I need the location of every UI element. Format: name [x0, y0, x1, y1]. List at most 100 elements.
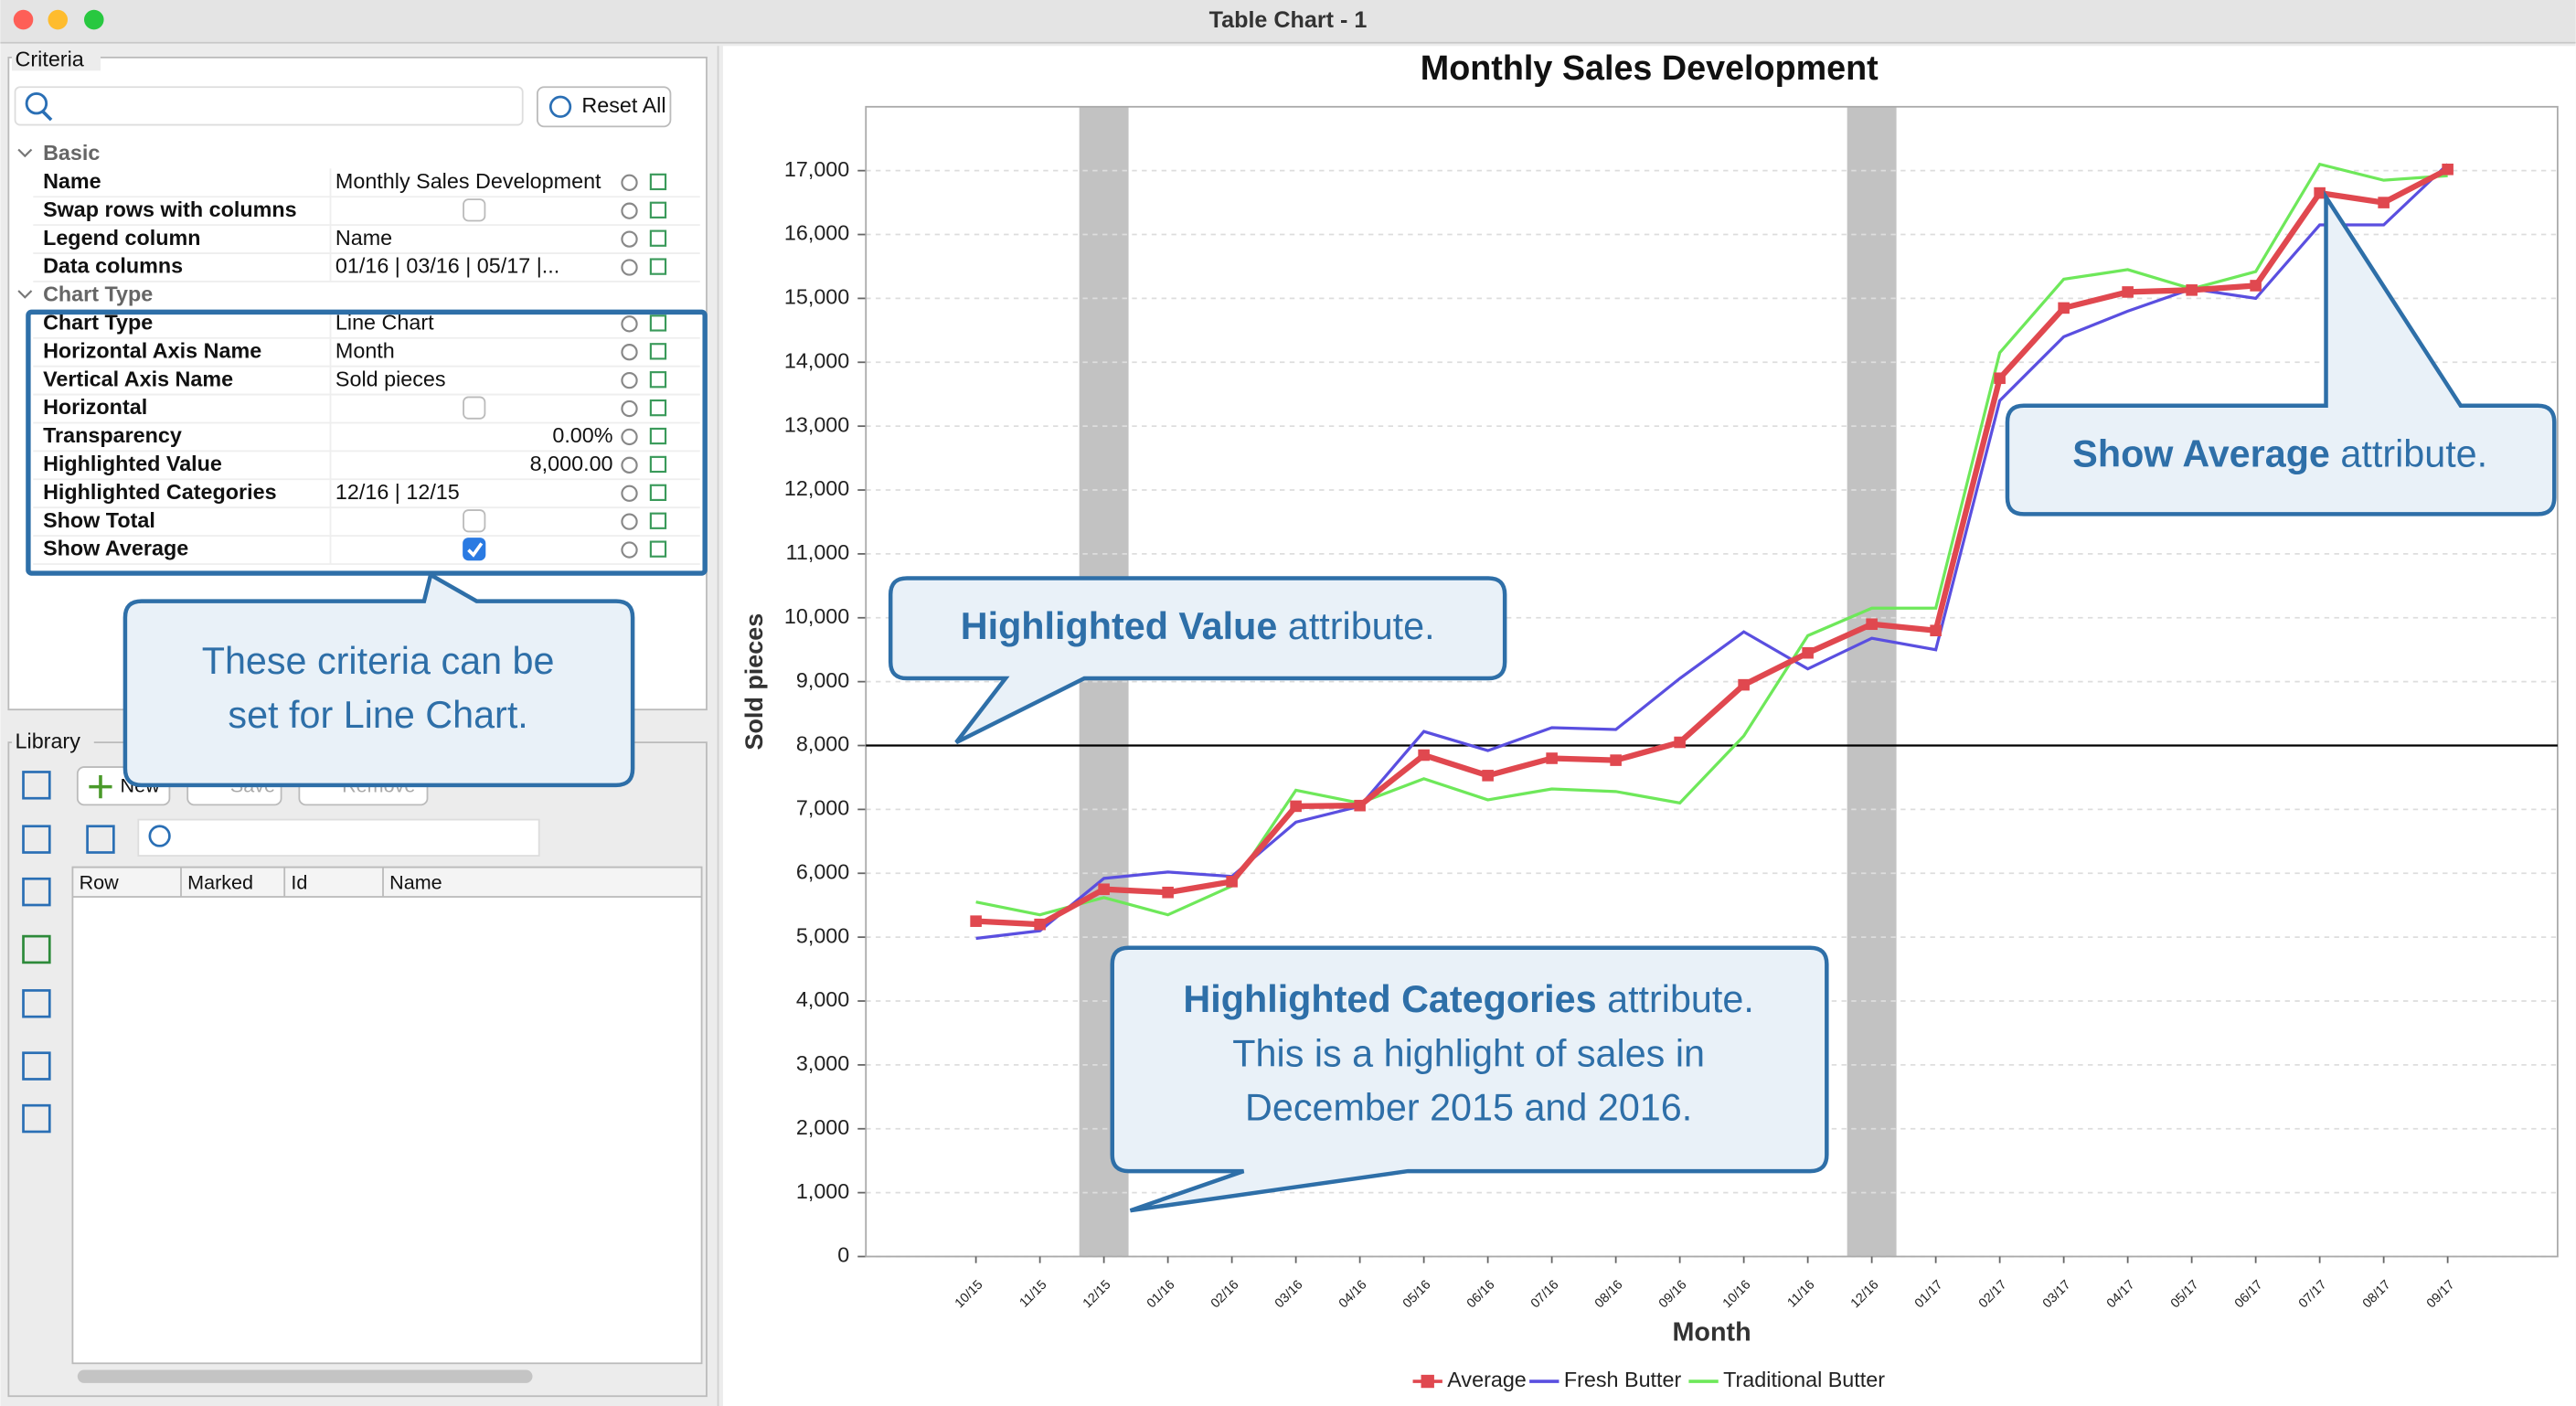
edit-icon[interactable] — [649, 314, 667, 332]
edit-icon[interactable] — [649, 173, 667, 191]
callout-text: This is a highlight of sales in — [1232, 1032, 1705, 1074]
group-chevron — [17, 148, 33, 158]
edit-icon[interactable] — [649, 399, 667, 417]
property-value: 8,000.00 — [530, 452, 613, 475]
callout-span: This is a highlight of sales in — [1232, 1032, 1705, 1074]
y-tick-label: 13,000 — [784, 412, 849, 436]
callout-text: set for Line Chart. — [228, 694, 527, 736]
checkbox[interactable] — [463, 198, 486, 222]
checkbox[interactable] — [463, 396, 486, 420]
property-name: Transparency — [43, 423, 182, 447]
average-marker — [1034, 918, 1046, 931]
checkbox[interactable] — [463, 538, 486, 561]
legend-marker — [1421, 1374, 1434, 1389]
close-button[interactable] — [13, 9, 34, 30]
reset-icon[interactable] — [621, 371, 638, 389]
property-name: Highlighted Value — [43, 452, 222, 475]
property-value: 12/16 | 12/15 — [335, 480, 460, 504]
property-name: Show Total — [43, 508, 155, 532]
property-name: Horizontal Axis Name — [43, 338, 261, 362]
criteria-search[interactable] — [14, 86, 524, 126]
average-marker — [2058, 302, 2070, 314]
y-tick-label: 6,000 — [796, 859, 849, 883]
reset-icon[interactable] — [621, 428, 638, 446]
reset-icon[interactable] — [621, 541, 638, 559]
minimize-button[interactable] — [48, 9, 69, 30]
edit-icon[interactable] — [649, 201, 667, 218]
search-icon — [25, 91, 48, 115]
callout-text: Highlighted Value attribute. — [961, 605, 1435, 647]
reset-icon[interactable] — [621, 456, 638, 474]
y-tick-label: 17,000 — [784, 157, 849, 181]
property-value: Name — [335, 226, 392, 250]
callout-span: attribute. — [1597, 978, 1754, 1020]
callout-span: December 2015 and 2016. — [1245, 1087, 1692, 1129]
scrollbar[interactable] — [77, 1369, 533, 1383]
reset-icon[interactable] — [621, 259, 638, 276]
y-tick-label: 0 — [837, 1243, 849, 1267]
reset-all-button[interactable] — [536, 86, 672, 128]
y-tick-label: 1,000 — [796, 1179, 849, 1203]
tool-icon[interactable] — [22, 934, 51, 964]
legend-label: Traditional Butter — [1723, 1368, 1885, 1391]
search-icon — [41, 110, 53, 122]
reset-icon[interactable] — [621, 202, 638, 219]
label-bg — [11, 48, 101, 71]
average-marker — [1866, 618, 1878, 631]
average-marker — [1930, 624, 1942, 637]
edit-icon[interactable] — [649, 540, 667, 558]
tool-icon[interactable] — [22, 825, 51, 854]
tool-icon[interactable] — [22, 1103, 51, 1134]
reset-icon[interactable] — [621, 513, 638, 530]
average-marker — [2250, 280, 2262, 292]
edit-icon[interactable] — [649, 427, 667, 445]
table-header — [71, 866, 703, 898]
reset-icon[interactable] — [621, 485, 638, 502]
average-marker — [1610, 754, 1622, 766]
reset-icon[interactable] — [621, 230, 638, 248]
callout-box — [2005, 189, 2557, 517]
criteria-label: Criteria — [16, 48, 84, 71]
average-marker — [1418, 749, 1430, 762]
group-name: Basic — [43, 141, 100, 165]
y-tick-label: 8,000 — [796, 732, 849, 756]
legend-label: Average — [1447, 1368, 1527, 1391]
library-label: Library — [16, 729, 81, 752]
reset-icon[interactable] — [621, 399, 638, 418]
checkmark — [467, 542, 484, 558]
average-marker — [2122, 286, 2134, 298]
tool-icon[interactable] — [22, 771, 51, 800]
y-tick-label: 7,000 — [796, 796, 849, 820]
property-name: Swap rows with columns — [43, 197, 297, 221]
edit-icon[interactable] — [649, 512, 667, 529]
callout-span: set for Line Chart. — [228, 694, 527, 736]
tool-icon[interactable] — [22, 989, 51, 1018]
edit-icon[interactable] — [649, 371, 667, 389]
y-tick-label: 10,000 — [784, 604, 849, 628]
zoom-button[interactable] — [83, 9, 104, 30]
tool-icon[interactable] — [86, 825, 115, 854]
edit-icon[interactable] — [649, 343, 667, 360]
reset-icon[interactable] — [621, 174, 638, 191]
edit-icon[interactable] — [649, 455, 667, 474]
title-bar — [0, 0, 2576, 43]
property-name: Data columns — [43, 254, 183, 278]
average-marker — [2314, 186, 2326, 199]
reset-icon[interactable] — [621, 344, 638, 361]
edit-icon[interactable] — [649, 229, 667, 247]
property-value: Month — [335, 338, 395, 362]
edit-icon[interactable] — [649, 484, 667, 502]
tool-icon[interactable] — [22, 877, 51, 907]
column-header: Name — [389, 870, 442, 893]
edit-icon[interactable] — [649, 258, 667, 275]
average-marker — [1354, 799, 1366, 812]
callouts: These criteria can be set for Line Chart.… — [122, 189, 2557, 1213]
tool-icon[interactable] — [22, 1051, 51, 1081]
library-search[interactable] — [137, 818, 540, 857]
callout-box — [122, 571, 635, 788]
table-columns: Row Marked Id Name — [80, 867, 442, 898]
checkbox[interactable] — [463, 509, 486, 533]
callout-text: Show Average attribute. — [2072, 432, 2487, 474]
window-title: Table Chart - 1 — [1209, 7, 1368, 33]
reset-icon[interactable] — [621, 315, 638, 333]
